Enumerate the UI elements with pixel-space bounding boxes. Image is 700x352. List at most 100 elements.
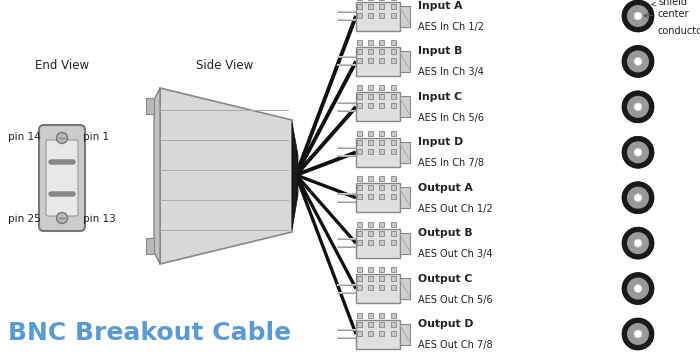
Bar	[379, 231, 384, 235]
Circle shape	[627, 187, 649, 209]
Text: pin 13: pin 13	[83, 214, 116, 224]
Bar	[391, 285, 395, 290]
Circle shape	[59, 192, 63, 196]
Bar	[356, 85, 361, 90]
Circle shape	[622, 272, 654, 304]
Circle shape	[64, 160, 68, 164]
Bar	[379, 40, 384, 45]
Text: End View: End View	[35, 59, 89, 72]
Circle shape	[57, 132, 67, 144]
Text: Input C: Input C	[418, 92, 462, 102]
Polygon shape	[292, 122, 298, 230]
Text: pin 25: pin 25	[8, 214, 41, 224]
Bar	[368, 240, 373, 245]
Polygon shape	[400, 323, 410, 345]
Text: BNC Breakout Cable: BNC Breakout Cable	[8, 321, 291, 345]
Circle shape	[69, 192, 73, 196]
Bar	[391, 313, 395, 318]
Circle shape	[63, 192, 67, 196]
Bar	[356, 320, 400, 348]
Circle shape	[62, 160, 66, 164]
Circle shape	[65, 192, 69, 196]
Bar	[391, 85, 395, 90]
Circle shape	[69, 160, 73, 164]
Bar	[391, 13, 395, 18]
Bar	[379, 176, 384, 181]
Bar	[356, 49, 361, 54]
Text: Input D: Input D	[418, 137, 463, 147]
Bar	[368, 276, 373, 281]
Bar	[391, 194, 395, 199]
Bar	[368, 331, 373, 335]
Bar	[368, 285, 373, 290]
Bar	[356, 1, 400, 31]
Bar	[356, 229, 400, 258]
Circle shape	[71, 160, 75, 164]
Bar	[368, 231, 373, 235]
Text: AES Out Ch 5/6: AES Out Ch 5/6	[418, 295, 493, 304]
Bar	[146, 238, 154, 254]
Text: Input B: Input B	[418, 46, 463, 56]
Bar	[356, 40, 361, 45]
Text: AES Out Ch 7/8: AES Out Ch 7/8	[418, 340, 493, 350]
Bar	[379, 222, 384, 227]
Bar	[356, 140, 361, 145]
Circle shape	[627, 141, 649, 163]
Bar	[391, 49, 395, 54]
Text: AES In Ch 5/6: AES In Ch 5/6	[418, 113, 484, 123]
Bar	[379, 267, 384, 272]
Circle shape	[634, 194, 642, 202]
Bar	[391, 321, 395, 327]
Polygon shape	[400, 6, 410, 26]
Bar	[391, 231, 395, 235]
Bar	[146, 98, 154, 114]
Bar	[379, 58, 384, 63]
Bar	[391, 94, 395, 99]
Circle shape	[622, 0, 654, 32]
Polygon shape	[400, 187, 410, 208]
Text: Side View: Side View	[197, 59, 253, 72]
Bar	[368, 185, 373, 190]
Circle shape	[634, 284, 642, 293]
Circle shape	[634, 57, 642, 65]
Text: conductor: conductor	[658, 26, 700, 36]
Bar	[356, 4, 361, 8]
Text: AES Out Ch 3/4: AES Out Ch 3/4	[418, 249, 493, 259]
Circle shape	[57, 192, 61, 196]
Bar	[368, 313, 373, 318]
Bar	[379, 285, 384, 290]
Bar	[379, 49, 384, 54]
Bar	[356, 94, 361, 99]
Circle shape	[622, 45, 654, 77]
Bar	[356, 58, 361, 63]
Text: Output A: Output A	[418, 183, 472, 193]
Polygon shape	[400, 278, 410, 299]
Bar	[379, 194, 384, 199]
Bar	[356, 183, 400, 212]
Bar	[368, 149, 373, 154]
Bar	[379, 331, 384, 335]
Text: AES In Ch 3/4: AES In Ch 3/4	[418, 68, 484, 77]
Bar	[356, 13, 361, 18]
Polygon shape	[160, 88, 292, 264]
Polygon shape	[400, 51, 410, 72]
Circle shape	[52, 160, 57, 164]
Text: Output D: Output D	[418, 319, 473, 329]
Circle shape	[634, 239, 642, 247]
Circle shape	[622, 182, 654, 214]
FancyBboxPatch shape	[39, 125, 85, 231]
Bar	[356, 313, 361, 318]
Circle shape	[49, 192, 53, 196]
Bar	[356, 47, 400, 76]
Bar	[368, 140, 373, 145]
Circle shape	[55, 160, 59, 164]
Bar	[368, 222, 373, 227]
Circle shape	[627, 96, 649, 118]
Bar	[379, 276, 384, 281]
Bar	[391, 4, 395, 8]
Bar	[368, 194, 373, 199]
Bar	[356, 240, 361, 245]
Polygon shape	[400, 233, 410, 254]
Circle shape	[627, 278, 649, 300]
Text: center: center	[644, 9, 690, 19]
